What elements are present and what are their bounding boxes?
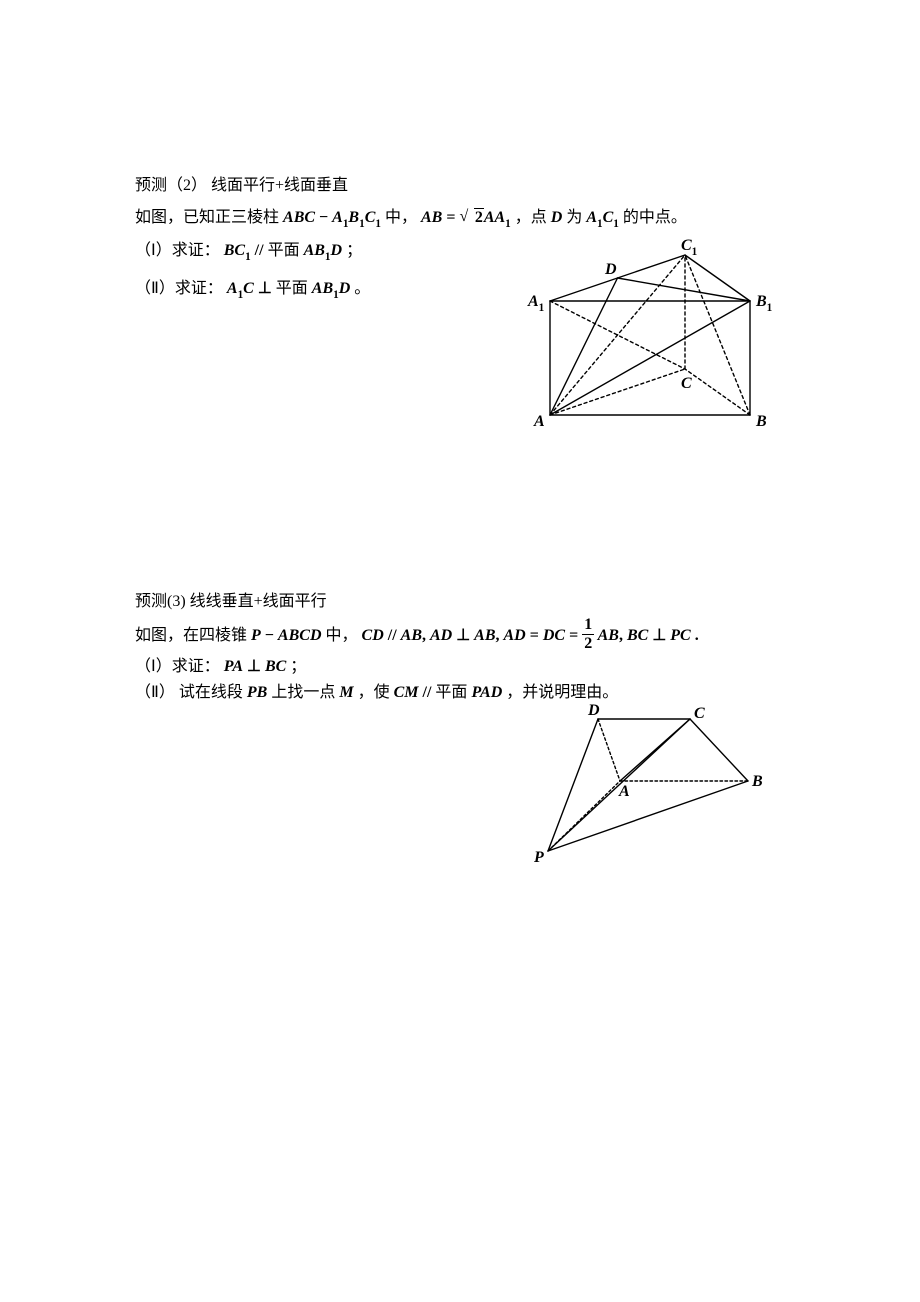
- vertex-label-C1: C1: [681, 237, 697, 257]
- problem-3: 预测(3) 线线垂直+线面平行 如图，在四棱锥 P − ABCD 中， CD /…: [135, 586, 785, 705]
- vertex-label-B: B: [752, 773, 763, 791]
- part-tail: ，并说明理由。: [506, 684, 618, 701]
- part-label: （Ⅱ）求证：: [135, 280, 223, 297]
- stem-text: 的中点。: [623, 209, 687, 226]
- problem-3-header: 预测(3) 线线垂直+线面平行: [135, 586, 785, 618]
- problem-3-stem: 如图，在四棱锥 P − ABCD 中， CD // AB, AD ⊥ AB, A…: [135, 618, 785, 654]
- sqrt-2: 2: [459, 202, 483, 234]
- prism-svg: [530, 235, 790, 435]
- vertex-label-A: A: [534, 413, 545, 431]
- problem-2: 预测（2） 线面平行+线面垂直 如图，已知正三棱柱 ABC − A1B1C1 中…: [135, 170, 785, 306]
- part-text: ，使: [358, 684, 390, 701]
- vertex-label-A: A: [619, 783, 630, 801]
- vertex-label-C: C: [694, 705, 705, 723]
- pyramid-name: P: [251, 627, 261, 644]
- vertex-label-B1: B1: [756, 293, 772, 313]
- prism-name: ABC: [283, 209, 315, 226]
- stem-text: 如图，已知正三棱柱: [135, 209, 279, 226]
- problem-2-stem: 如图，已知正三棱柱 ABC − A1B1C1 中， AB = 2AA1 ，点 D…: [135, 202, 785, 235]
- stem-text: 中，: [385, 209, 417, 226]
- fraction-half: 12: [582, 616, 594, 652]
- point-D: D: [551, 209, 563, 226]
- part-label: （Ⅰ）求证：: [135, 242, 220, 259]
- pyramid-svg: [530, 701, 760, 861]
- figure-pyramid: P A B C D: [530, 701, 760, 861]
- part-tail: ；: [346, 242, 362, 259]
- vertex-label-A1: A1: [528, 293, 544, 313]
- vertex-label-P: P: [534, 849, 544, 867]
- relation-AB: AB: [421, 209, 442, 226]
- stem-text: 如图，在四棱锥: [135, 627, 247, 644]
- vertex-label-D: D: [605, 261, 617, 279]
- segment-A1C1: A: [586, 209, 597, 226]
- vertex-label-C: C: [681, 375, 692, 393]
- problem-3-part-1: （Ⅰ）求证： PA ⊥ BC ；: [135, 654, 785, 680]
- part-text: 试在线段: [179, 684, 243, 701]
- part-text: 上找一点: [271, 684, 335, 701]
- part-tail: ；: [290, 658, 306, 675]
- stem-text: ，点: [515, 209, 547, 226]
- figure-prism: A B C A1 B1 C1 D: [530, 235, 790, 435]
- vertex-label-D: D: [588, 702, 600, 720]
- part-tail: 。: [354, 280, 370, 297]
- problem-2-header: 预测（2） 线面平行+线面垂直: [135, 170, 785, 202]
- stem-text: 中，: [326, 627, 358, 644]
- stem-text: 为: [566, 209, 582, 226]
- vertex-label-B: B: [756, 413, 767, 431]
- part-label: （Ⅱ）: [135, 684, 175, 701]
- part-label: （Ⅰ）求证：: [135, 658, 220, 675]
